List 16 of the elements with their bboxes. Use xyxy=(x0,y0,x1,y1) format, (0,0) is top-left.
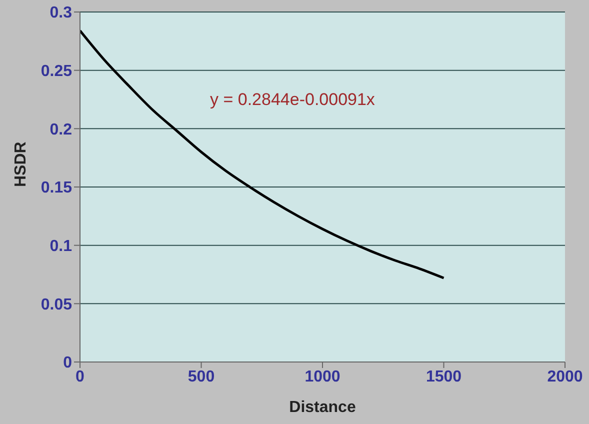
annotation: y = 0.2844e-0.00091x xyxy=(210,90,375,110)
x-tick-label: 1500 xyxy=(426,368,462,386)
y-axis-title: HSDR xyxy=(12,141,30,187)
x-tick-label: 500 xyxy=(188,368,215,386)
x-tick-label: 0 xyxy=(76,368,85,386)
x-tick-label: 1000 xyxy=(304,368,340,386)
y-tick-label: 0.3 xyxy=(50,4,72,22)
y-tick-label: 0.2 xyxy=(50,121,72,138)
x-axis-title: Distance xyxy=(289,399,356,416)
y-tick-label: 0.15 xyxy=(40,180,72,197)
y-tick-label: 0.05 xyxy=(40,296,72,314)
y-tick-label: 0.1 xyxy=(50,238,72,256)
x-tick-label: 2000 xyxy=(547,368,583,386)
line-series xyxy=(80,29,445,280)
y-tick-label: 0 xyxy=(63,354,72,372)
y-tick-label: 0.25 xyxy=(40,63,72,80)
